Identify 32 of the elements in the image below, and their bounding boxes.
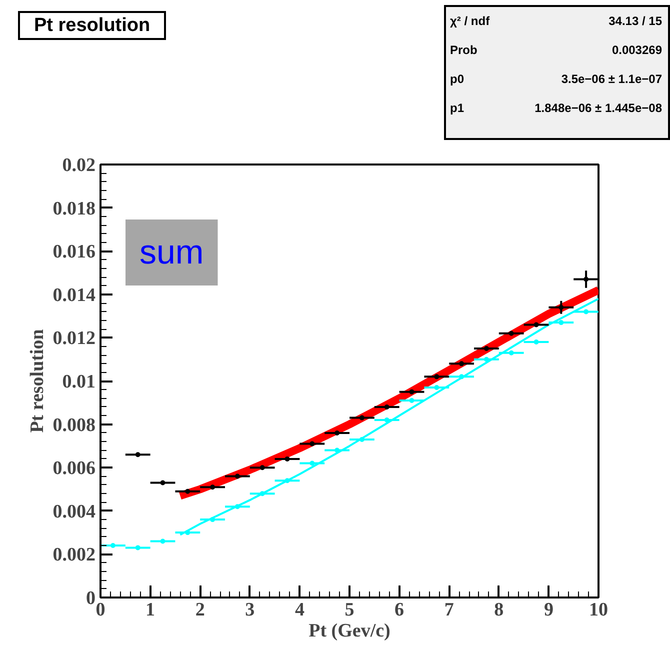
text: 0.003269: [610, 42, 663, 60]
text: p1: [449, 100, 466, 118]
chart-title: Pt resolution: [18, 11, 166, 40]
x-tick-label: 10: [589, 600, 608, 620]
y-tick-label: 0.02: [62, 155, 96, 176]
x-tick-label: 3: [245, 600, 255, 620]
y-tick-label: 0.006: [52, 458, 96, 480]
y-tick-label: 0.018: [52, 198, 96, 220]
text: 1.848e−06 ± 1.445e−08: [534, 100, 663, 118]
text: 34.13 / 15: [608, 13, 663, 30]
y-tick-label: 0.002: [52, 544, 96, 566]
text: Prob: [449, 42, 478, 60]
text: p0: [449, 71, 466, 88]
y-tick-label: 0.016: [52, 242, 96, 263]
x-tick-label: 2: [195, 600, 205, 620]
x-tick-label: 8: [494, 600, 504, 620]
y-tick-label: 0.01: [62, 372, 96, 392]
x-tick-label: 6: [394, 600, 404, 620]
x-axis-title: Pt (Gev/c): [308, 620, 390, 642]
y-tick-label: 0.012: [52, 328, 96, 350]
text: χ² / ndf: [449, 13, 491, 30]
x-tick-label: 9: [544, 600, 554, 620]
y-tick-label: 0.008: [52, 414, 96, 436]
y-tick-label: 0.004: [52, 501, 96, 522]
x-tick-label: 1: [146, 600, 156, 620]
y-tick-label: 0.014: [52, 284, 96, 306]
x-tick-label: 4: [294, 600, 305, 620]
y-axis-title: Pt resolution: [26, 328, 48, 433]
x-tick-label: 7: [444, 600, 454, 620]
x-tick-label: 5: [344, 600, 354, 620]
text: 3.5e−06 ± 1.1e−07: [560, 71, 663, 88]
annotation: sum: [140, 234, 204, 272]
